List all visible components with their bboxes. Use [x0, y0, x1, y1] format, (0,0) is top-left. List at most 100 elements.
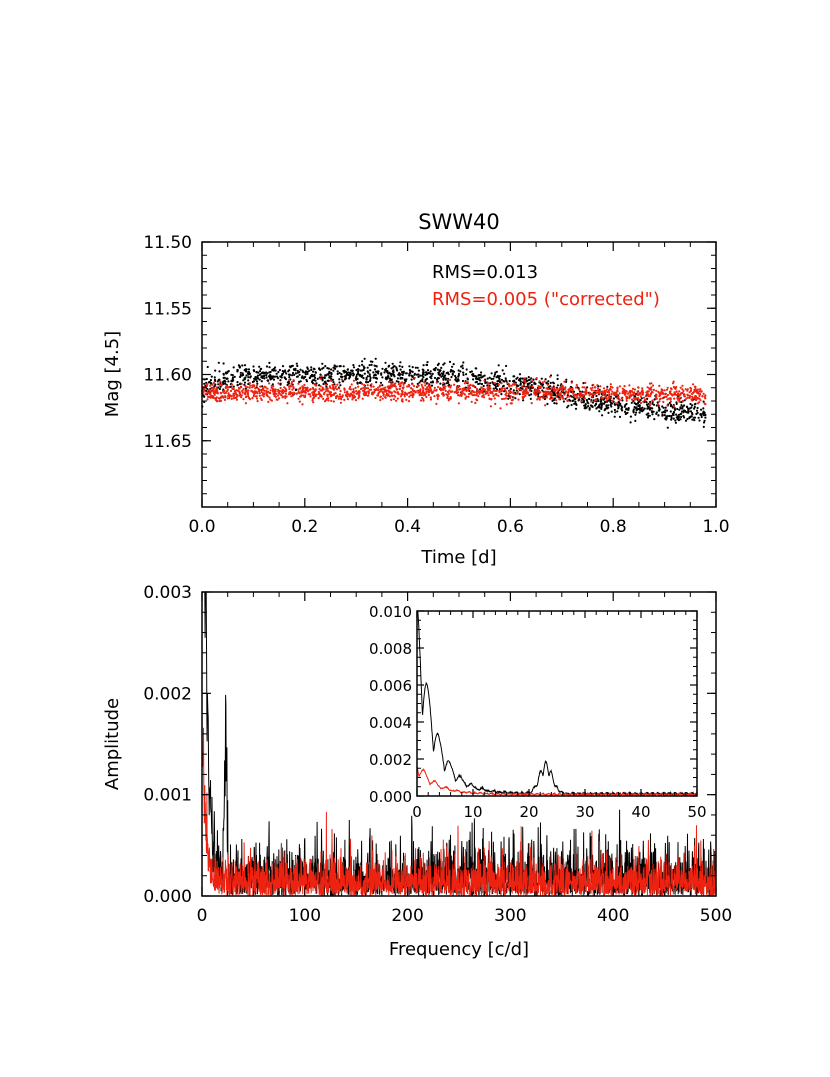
scatter-point-raw — [352, 364, 355, 367]
scatter-point-corrected — [255, 391, 258, 394]
scatter-point-raw — [218, 370, 221, 373]
scatter-point-corrected — [617, 395, 620, 398]
scatter-point-raw — [646, 407, 649, 410]
scatter-point-corrected — [401, 390, 404, 393]
scatter-point-raw — [678, 413, 681, 416]
inset-plot-area: 0 10 20 30 40 50 0.000 0.002 0.004 0.006 0.008 0.01… — [369, 603, 707, 821]
scatter-point-raw — [618, 415, 622, 418]
scatter-point-corrected — [374, 396, 377, 400]
scatter-point-raw — [553, 397, 557, 400]
scatter-point-corrected — [343, 391, 346, 394]
scatter-point-raw — [410, 378, 413, 381]
scatter-point-corrected — [549, 390, 552, 393]
inset-y-tick-label: 0.008 — [369, 640, 412, 658]
scatter-point-raw — [213, 385, 216, 388]
scatter-point-corrected — [432, 390, 435, 394]
scatter-point-corrected — [505, 394, 508, 397]
scatter-point-corrected — [524, 390, 527, 393]
scatter-point-raw — [530, 393, 533, 396]
scatter-point-raw — [638, 400, 641, 403]
scatter-point-raw — [426, 363, 429, 367]
scatter-point-corrected — [408, 391, 411, 394]
scatter-point-corrected — [265, 394, 268, 397]
scatter-point-corrected — [515, 392, 519, 395]
scatter-point-raw — [282, 370, 285, 374]
scatter-point-raw — [488, 376, 491, 379]
scatter-point-corrected — [606, 388, 609, 391]
scatter-point-corrected — [641, 387, 644, 390]
scatter-point-corrected — [268, 382, 271, 385]
scatter-point-corrected — [525, 386, 528, 390]
scatter-point-corrected — [672, 385, 676, 389]
scatter-point-corrected — [424, 384, 427, 387]
scatter-point-corrected — [422, 387, 425, 390]
scatter-point-raw — [503, 372, 506, 375]
scatter-point-raw — [555, 402, 558, 405]
scatter-point-corrected — [422, 394, 425, 397]
inset-x-tick-label: 10 — [463, 803, 482, 821]
scatter-point-raw — [226, 370, 229, 373]
scatter-point-corrected — [420, 383, 423, 386]
scatter-point-corrected — [673, 391, 676, 394]
inset-x-tick-label: 50 — [687, 803, 706, 821]
scatter-point-corrected — [500, 382, 503, 385]
scatter-point-corrected — [390, 391, 393, 395]
scatter-point-raw — [238, 366, 241, 369]
scatter-point-corrected — [550, 392, 554, 395]
scatter-point-corrected — [408, 395, 411, 398]
scatter-point-raw — [676, 407, 679, 411]
scatter-point-corrected — [579, 395, 582, 398]
scatter-point-corrected — [650, 392, 653, 395]
scatter-point-corrected — [478, 391, 481, 394]
scatter-point-corrected — [481, 395, 484, 398]
scatter-point-corrected — [408, 384, 411, 387]
scatter-point-raw — [665, 415, 668, 418]
scatter-point-corrected — [436, 394, 439, 397]
scatter-point-raw — [232, 379, 235, 382]
scatter-point-raw — [241, 364, 244, 367]
scatter-point-raw — [528, 382, 531, 385]
scatter-point-raw — [675, 413, 678, 416]
bottom-panel: 0 10 20 30 40 50 0.000 0.002 0.004 0.006 0.008 0.01… — [102, 583, 732, 960]
scatter-point-raw — [681, 410, 684, 413]
scatter-point-corrected — [442, 385, 445, 388]
scatter-point-corrected — [232, 397, 235, 400]
scatter-point-corrected — [427, 382, 430, 385]
scatter-point-corrected — [663, 389, 666, 392]
scatter-point-raw — [268, 361, 271, 364]
scatter-point-corrected — [522, 384, 526, 387]
scatter-point-raw — [674, 419, 677, 422]
scatter-point-raw — [582, 399, 586, 403]
scatter-point-corrected — [692, 383, 695, 386]
scatter-point-corrected — [609, 383, 612, 386]
series-raw — [201, 357, 707, 429]
scatter-point-raw — [552, 382, 556, 385]
scatter-point-corrected — [534, 388, 537, 391]
scatter-point-corrected — [314, 388, 317, 391]
scatter-point-corrected — [694, 385, 697, 388]
scatter-point-corrected — [524, 381, 527, 384]
scatter-point-corrected — [497, 383, 500, 386]
scatter-point-raw — [256, 380, 259, 383]
scatter-point-raw — [697, 416, 700, 419]
scatter-point-corrected — [320, 374, 323, 378]
scatter-point-corrected — [337, 397, 340, 400]
scatter-point-corrected — [366, 394, 369, 397]
scatter-point-raw — [294, 372, 297, 375]
scatter-point-raw — [304, 375, 307, 378]
scatter-point-raw — [597, 399, 600, 403]
scatter-point-corrected — [686, 394, 690, 397]
scatter-point-raw — [273, 367, 276, 370]
scatter-point-raw — [336, 370, 339, 373]
scatter-point-corrected — [608, 391, 611, 394]
scatter-point-raw — [390, 379, 393, 382]
scatter-point-corrected — [505, 403, 508, 406]
scatter-point-corrected — [249, 384, 252, 387]
scatter-point-corrected — [371, 393, 374, 396]
scatter-point-raw — [217, 378, 220, 381]
scatter-point-raw — [361, 363, 364, 366]
scatter-point-raw — [651, 402, 654, 405]
scatter-point-raw — [562, 400, 566, 403]
scatter-point-raw — [605, 405, 608, 408]
scatter-point-corrected — [277, 382, 280, 385]
